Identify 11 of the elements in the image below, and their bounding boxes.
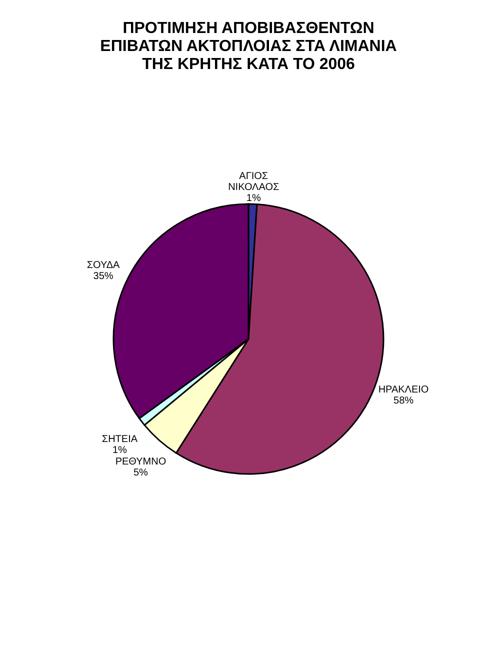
- data-label: 5%: [133, 467, 148, 478]
- slice-label: ΑΓΙΟΣ ΝΙΚΟΛΑΟΣ: [228, 171, 280, 194]
- slice-label: ΡΕΘΥΜΝΟ: [115, 456, 166, 468]
- slice-label: ΣΟΥΔΑ: [86, 260, 120, 271]
- slice-label: ΗΡΑΚΛΕΙΟ: [378, 384, 429, 396]
- slice-label: ΣΗΤΕΙΑ: [102, 434, 138, 445]
- data-label: 1%: [112, 444, 128, 456]
- data-label: 58%: [394, 395, 414, 406]
- data-label: 1%: [246, 193, 261, 204]
- chart-title: ΠΡΟΤΙΜΗΣΗ ΑΠΟΒΙΒΑΣΘΕΝΤΩΝ ΕΠΙΒΑΤΩΝ ΑΚΤΟΠΛΟΙΑΣ ΣΤΑ ΛΙΜΑΝΙΑ ΤΗΣ ΚΡΗΤΗΣ ΚΑΤΑ ΤΟ 2006: [100, 20, 398, 73]
- data-label: 35%: [93, 271, 114, 282]
